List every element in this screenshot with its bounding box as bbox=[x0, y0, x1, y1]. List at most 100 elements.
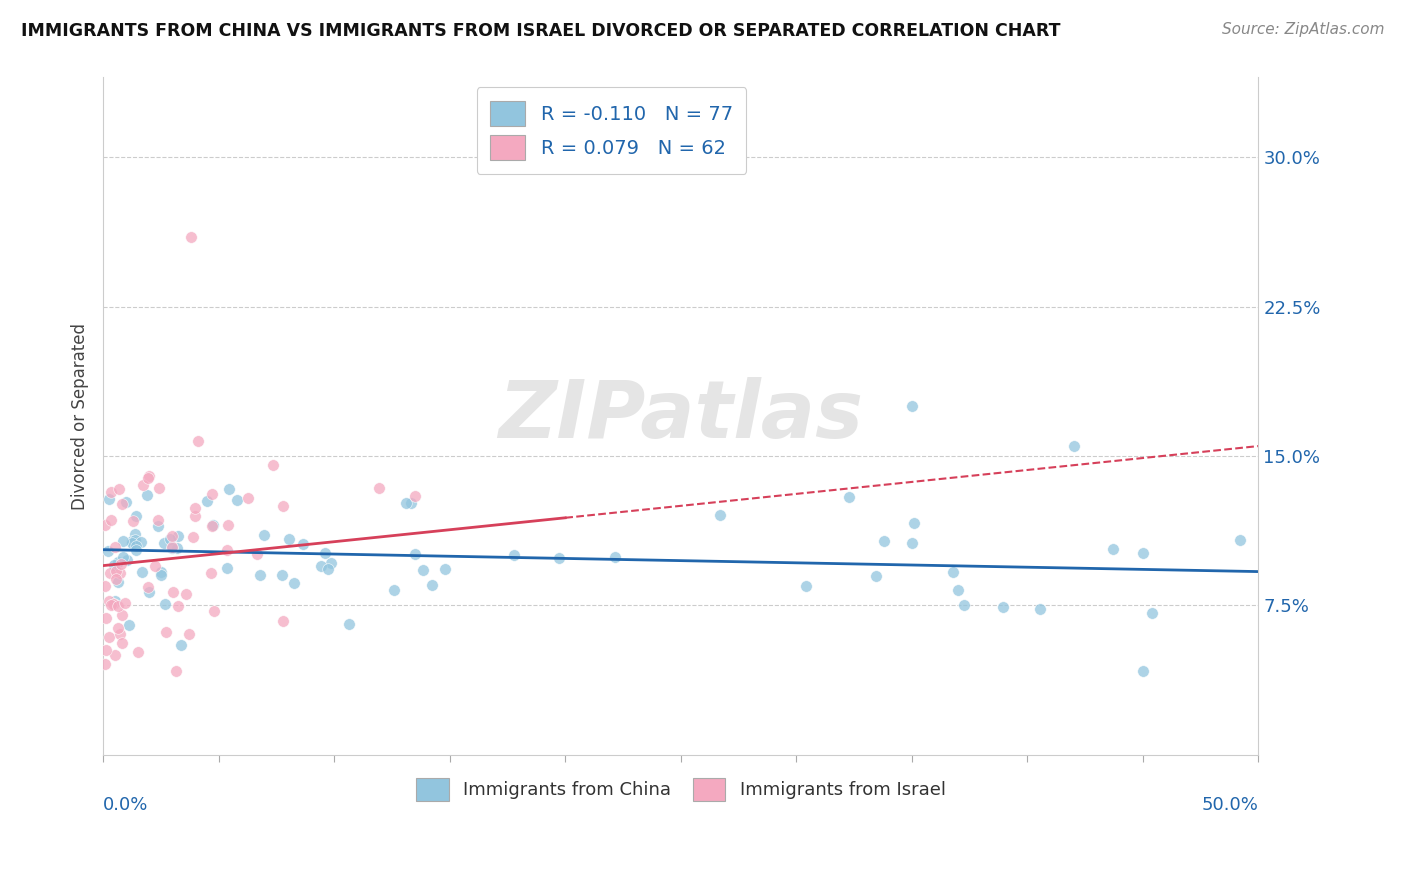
Point bbox=[110, 497, 132, 511]
Point bbox=[399, 495, 422, 509]
Point bbox=[1142, 606, 1164, 620]
Point bbox=[124, 527, 146, 541]
Point bbox=[114, 495, 136, 509]
Point bbox=[136, 581, 159, 595]
Point bbox=[107, 599, 129, 613]
Point bbox=[103, 597, 125, 611]
Point bbox=[1132, 546, 1154, 560]
Point bbox=[104, 594, 127, 608]
Point bbox=[217, 517, 239, 532]
Point bbox=[202, 604, 225, 618]
Point bbox=[162, 584, 184, 599]
Point bbox=[215, 543, 238, 558]
Point bbox=[169, 638, 191, 652]
Point bbox=[901, 399, 924, 413]
Point bbox=[200, 566, 222, 580]
Point bbox=[146, 513, 169, 527]
Point bbox=[121, 536, 143, 550]
Point bbox=[121, 514, 143, 528]
Point bbox=[104, 541, 127, 555]
Point bbox=[367, 482, 389, 496]
Point bbox=[107, 574, 129, 589]
Text: IMMIGRANTS FROM CHINA VS IMMIGRANTS FROM ISRAEL DIVORCED OR SEPARATED CORRELATIO: IMMIGRANTS FROM CHINA VS IMMIGRANTS FROM… bbox=[21, 22, 1060, 40]
Point bbox=[105, 572, 128, 586]
Point bbox=[605, 550, 627, 565]
Point bbox=[166, 529, 188, 543]
Point bbox=[103, 558, 125, 572]
Point bbox=[262, 458, 284, 472]
Point bbox=[502, 549, 524, 563]
Point bbox=[110, 557, 132, 571]
Point bbox=[100, 484, 122, 499]
Point bbox=[97, 491, 120, 506]
Point bbox=[201, 487, 224, 501]
Point bbox=[160, 541, 183, 555]
Point bbox=[900, 536, 922, 550]
Point bbox=[195, 494, 218, 508]
Text: 50.0%: 50.0% bbox=[1202, 796, 1258, 814]
Point bbox=[101, 597, 124, 611]
Point bbox=[159, 532, 181, 546]
Point bbox=[94, 610, 117, 624]
Point bbox=[94, 643, 117, 657]
Point bbox=[97, 544, 120, 558]
Point bbox=[1029, 601, 1052, 615]
Point bbox=[98, 566, 121, 581]
Point bbox=[104, 648, 127, 663]
Point bbox=[100, 599, 122, 613]
Point bbox=[404, 489, 426, 503]
Point bbox=[98, 594, 121, 608]
Point bbox=[291, 537, 314, 551]
Point bbox=[136, 471, 159, 485]
Point bbox=[125, 539, 148, 553]
Point bbox=[236, 491, 259, 505]
Point bbox=[314, 546, 336, 560]
Point bbox=[136, 488, 159, 502]
Text: ZIPatlas: ZIPatlas bbox=[498, 377, 863, 455]
Point bbox=[253, 528, 276, 542]
Y-axis label: Divorced or Separated: Divorced or Separated bbox=[72, 323, 89, 509]
Point bbox=[110, 566, 132, 580]
Point bbox=[150, 565, 173, 579]
Point bbox=[107, 621, 129, 635]
Point bbox=[245, 547, 267, 561]
Point bbox=[321, 557, 343, 571]
Point bbox=[146, 518, 169, 533]
Point bbox=[166, 599, 188, 613]
Point bbox=[160, 540, 183, 554]
Point bbox=[420, 578, 443, 592]
Point bbox=[149, 567, 172, 582]
Point bbox=[174, 587, 197, 601]
Point bbox=[138, 468, 160, 483]
Point bbox=[117, 553, 139, 567]
Text: 0.0%: 0.0% bbox=[103, 796, 149, 814]
Point bbox=[249, 567, 271, 582]
Point bbox=[201, 519, 224, 533]
Point bbox=[155, 597, 177, 611]
Point bbox=[217, 561, 239, 575]
Point bbox=[709, 508, 731, 522]
Point bbox=[991, 599, 1014, 614]
Legend: Immigrants from China, Immigrants from Israel: Immigrants from China, Immigrants from I… bbox=[404, 765, 959, 814]
Point bbox=[105, 565, 128, 579]
Point bbox=[131, 565, 153, 579]
Point bbox=[218, 483, 240, 497]
Point bbox=[110, 627, 132, 641]
Point bbox=[121, 533, 143, 548]
Point bbox=[271, 499, 294, 513]
Point bbox=[152, 536, 174, 550]
Point bbox=[1132, 664, 1154, 678]
Point bbox=[125, 508, 148, 523]
Point bbox=[108, 482, 131, 496]
Point bbox=[114, 596, 136, 610]
Point bbox=[201, 517, 224, 532]
Point bbox=[107, 555, 129, 569]
Point bbox=[148, 481, 170, 495]
Point bbox=[903, 516, 925, 530]
Point bbox=[111, 607, 134, 622]
Point bbox=[125, 542, 148, 557]
Point bbox=[155, 625, 177, 640]
Point bbox=[548, 551, 571, 566]
Point bbox=[94, 579, 117, 593]
Point bbox=[316, 562, 339, 576]
